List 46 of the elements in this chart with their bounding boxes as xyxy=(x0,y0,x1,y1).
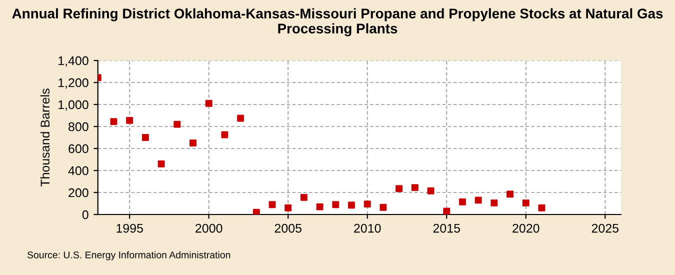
point xyxy=(126,116,134,124)
point xyxy=(459,198,466,206)
point xyxy=(380,204,387,211)
y-tick-label: 1,400 xyxy=(58,56,88,67)
y-tick-label: 600 xyxy=(68,144,88,154)
point xyxy=(237,114,244,122)
point xyxy=(522,199,530,206)
y-tick-label: 200 xyxy=(68,188,88,198)
point xyxy=(474,196,482,204)
point xyxy=(174,120,181,128)
x-tick-label: 2010 xyxy=(354,224,381,233)
y-axis-title: Thousand Barrels xyxy=(40,88,50,187)
x-tick-label: 2005 xyxy=(274,224,302,233)
x-tick-label: 2000 xyxy=(196,224,222,233)
y-tick-label: 400 xyxy=(68,166,88,176)
source-note: Source: U.S. Energy Information Administration xyxy=(27,251,230,260)
y-tick-label: 1,000 xyxy=(58,100,88,111)
x-tick-label: 1995 xyxy=(116,224,143,233)
point xyxy=(443,208,450,214)
y-tick-label: 1,200 xyxy=(58,78,88,89)
point xyxy=(284,204,292,212)
point xyxy=(506,190,514,198)
point xyxy=(190,140,196,146)
point xyxy=(252,208,260,214)
x-tick-label: 2020 xyxy=(512,224,540,233)
point xyxy=(396,185,403,192)
point xyxy=(538,204,546,212)
point xyxy=(364,200,371,208)
point xyxy=(205,100,212,107)
chart-title: Annual Refining District Oklahoma-Kansas-Missouri Propane and Propylene Stocks at Natural Gas Processing Plants xyxy=(12,8,663,36)
x-tick-label: 2015 xyxy=(433,224,460,233)
point xyxy=(158,160,165,168)
point xyxy=(490,199,498,206)
point xyxy=(332,201,340,208)
point xyxy=(268,201,276,208)
point xyxy=(110,118,118,126)
point xyxy=(348,202,355,209)
point xyxy=(142,134,149,141)
y-tick-label: 800 xyxy=(68,122,88,132)
point xyxy=(427,187,434,194)
y-tick-label: 0 xyxy=(82,210,88,220)
point xyxy=(221,131,228,138)
point xyxy=(316,203,324,210)
point xyxy=(300,194,308,201)
point xyxy=(411,184,418,192)
x-tick-label: 2025 xyxy=(592,224,619,233)
